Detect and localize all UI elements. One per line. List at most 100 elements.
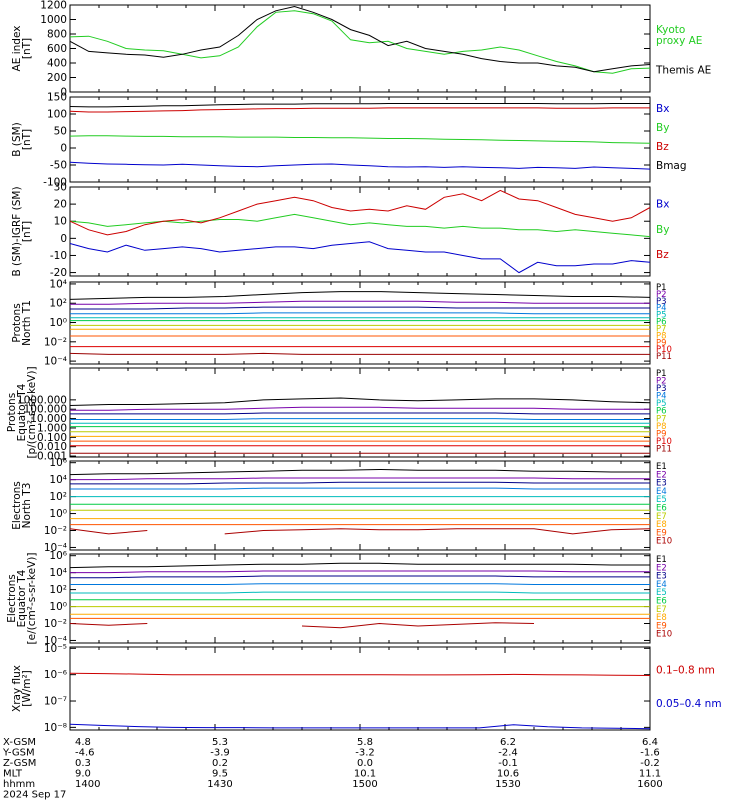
y-tick-label: 10 (54, 216, 67, 228)
legend-entry: Kyoto (656, 24, 685, 36)
y-tick-label: 0 (60, 143, 67, 155)
series-line-p2 (70, 300, 650, 305)
series-line-p3 (70, 412, 650, 415)
y-tick-label: 20 (54, 199, 67, 211)
legend-entry: P3 (656, 297, 667, 307)
y-axis-label-line: Equator T4 (16, 569, 28, 627)
x-axis-row-label: hhmm (3, 779, 35, 790)
x-axis-value: 0.3 (75, 758, 91, 769)
legend-entry: P11 (656, 444, 672, 454)
series-line-e2 (70, 477, 650, 481)
x-axis-value: 4.8 (75, 737, 91, 748)
series-line-by (69, 135, 651, 144)
y-tick-label: 1200 (40, 0, 67, 12)
legend-entry: E10 (656, 537, 672, 547)
series-line-p4 (70, 418, 650, 420)
y-tick-label: 10⁰ (49, 317, 67, 329)
legend-entry: 0.1–0.8 nm (656, 665, 715, 677)
y-tick-label: 10⁻⁴ (44, 542, 67, 554)
series-line-e10 (301, 622, 535, 629)
date-label: 2024 Sep 17 (3, 790, 66, 800)
y-axis-label: B (SM)[nT] (11, 122, 33, 156)
legend-entry: E3 (656, 479, 667, 489)
y-tick-label: 10⁻² (44, 618, 67, 630)
x-axis-row-label: Z-GSM (3, 758, 36, 769)
legend-entry: P5 (656, 399, 667, 409)
y-tick-label: 10⁴ (49, 474, 67, 486)
legend-entry: By (656, 122, 669, 134)
legend-entry: P3 (656, 384, 667, 394)
series-line-e10 (69, 623, 148, 626)
panel-frame (69, 4, 651, 93)
panel-4: 10⁻⁴ 10⁻² 10⁰ 10² 10⁴ ProtonsNorth T1 P1P2P3P4… (11, 278, 672, 367)
series-line-bx (69, 161, 651, 170)
y-axis-label-line: Equator T4 (16, 383, 28, 441)
legend-entry: E4 (656, 487, 667, 497)
series-line-0-1-0-8-nm (69, 672, 651, 676)
x-axis-value: 1400 (75, 779, 100, 790)
series-line-themis-ae (69, 5, 651, 73)
x-axis-value: 1430 (207, 779, 232, 790)
x-axis-value: -4.6 (75, 748, 95, 759)
series-line-e3 (70, 481, 650, 485)
y-axis-label-line: B (SM) (11, 122, 23, 156)
y-tick-label: 10⁻² (44, 336, 67, 348)
panel-frame (69, 96, 651, 183)
series-line-e2 (70, 570, 650, 574)
legend-entry: E1 (656, 555, 667, 565)
y-tick-label: 10⁻⁷ (44, 696, 67, 708)
legend-entry: E7 (656, 605, 667, 615)
x-axis-value: 10.6 (497, 769, 519, 780)
x-axis-row-label: Y-GSM (2, 748, 35, 759)
panel-3: -20 -10 0 10 20 30 B (SM)-IGRF (SM)[nT] Bx By Bz (11, 182, 669, 280)
y-tick-label: 30 (54, 182, 67, 194)
legend-entry: Bz (656, 141, 669, 153)
series-line-0-05-0-4-nm (69, 723, 651, 730)
y-tick-label: 10⁶ (49, 550, 67, 562)
y-tick-label: 10⁻⁵ (44, 643, 67, 655)
x-axis-value: 1530 (495, 779, 520, 790)
legend-entry: E10 (656, 630, 672, 640)
legend-entry: E8 (656, 613, 667, 623)
y-axis-label-line: North T3 (21, 483, 33, 529)
y-axis-label-line: [W/m²] (21, 670, 33, 707)
legend-entry: E3 (656, 572, 667, 582)
panel-frame (69, 186, 651, 277)
y-axis-label-line: AE index (11, 26, 23, 72)
panel-frame (69, 646, 651, 731)
series-line-by (69, 213, 651, 238)
legend-entry: P1 (656, 369, 667, 379)
legend-entry: P9 (656, 429, 667, 439)
y-tick-label: 10⁻⁶ (44, 669, 67, 681)
legend-entry: E7 (656, 512, 667, 522)
y-axis-label-line: [nT] (21, 129, 33, 150)
series-line-p1 (69, 291, 651, 300)
y-tick-label: 10⁴ (49, 567, 67, 579)
y-tick-label: 10.000 (30, 413, 67, 425)
series-line-p4 (70, 312, 650, 315)
y-axis-label-line: [nT] (21, 38, 33, 59)
y-tick-label: 10⁰ (49, 601, 67, 613)
y-tick-label: -100 (43, 177, 67, 189)
x-axis-value: 9.0 (75, 769, 91, 780)
y-axis-label-line: B (SM)-IGRF (SM) (11, 186, 23, 276)
legend-entry: P10 (656, 437, 672, 447)
y-tick-label: 0 (60, 87, 67, 99)
legend-entry: By (656, 224, 669, 236)
y-tick-label: 10⁶ (49, 457, 67, 469)
y-tick-label: 10² (49, 298, 67, 310)
legend-entry: P6 (656, 407, 667, 417)
panel-8: 10⁻⁸ 10⁻⁷ 10⁻⁶ 10⁻⁵ Xray flux[W/m²] 0.1–0.8 n… (11, 643, 722, 734)
y-tick-label: 0.010 (37, 441, 67, 453)
series-line-p3 (70, 306, 650, 310)
legend-entry: P8 (656, 331, 667, 341)
x-axis-value: 10.1 (354, 769, 376, 780)
y-axis-label: ElectronsEquator T4[e/(cm²-s-sr-keV)] (6, 553, 38, 645)
y-tick-label: 150 (47, 92, 67, 104)
legend-entry: proxy AE (656, 35, 702, 47)
x-axis-value: 6.2 (500, 737, 516, 748)
y-axis-label-line: Protons (6, 393, 18, 432)
y-tick-label: -20 (50, 267, 67, 279)
panel-2: -100 -50 0 50 100 150 B (SM)[nT] Bx By Bz Bmag (11, 92, 687, 189)
